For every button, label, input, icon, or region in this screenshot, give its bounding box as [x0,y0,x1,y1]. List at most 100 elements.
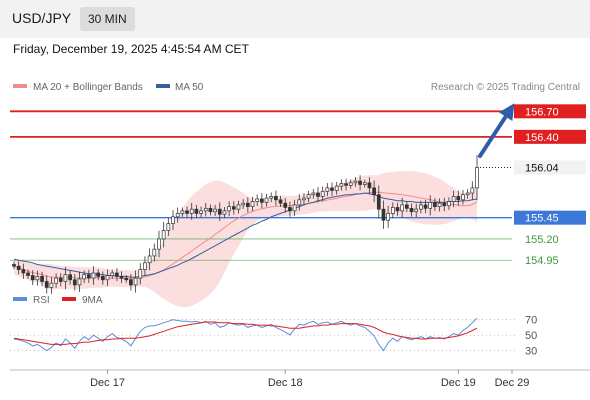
candle-body [367,182,372,189]
candle-body [110,272,115,276]
candle [30,270,35,286]
candle [325,183,330,197]
candle-body [77,278,82,286]
candle [409,203,414,217]
candle [26,269,30,279]
candle-body [400,204,405,212]
candle [189,202,194,220]
timestamp: Friday, December 19, 2025 4:45:54 AM CET [13,42,249,56]
candle [372,180,376,203]
candle-body [311,192,316,196]
candle [58,273,63,287]
candle [414,203,419,218]
level-label-154.95: 154.95 [525,255,559,267]
candle-body [82,274,87,280]
candle [180,207,185,217]
candle-body [316,192,320,197]
level-value-text: 156.04 [525,162,559,174]
candle-body [278,199,283,204]
candle [222,207,227,219]
candle-body [461,194,465,201]
candle-body [44,281,49,288]
candle-body [54,277,58,284]
candle [91,266,96,285]
projection-arrow [478,103,515,158]
candle-body [147,255,152,264]
candle-body [395,207,400,212]
candle-body [297,199,302,206]
candle [143,256,147,277]
candle-body [199,210,203,214]
candle-body [16,265,21,270]
timeframe-badge[interactable]: 30 MIN [80,7,135,31]
ma50-legend-swatch [156,84,170,88]
candle-body [26,272,30,276]
candle-body [390,207,395,214]
candle-body [124,277,129,281]
candle-body [456,196,461,201]
candle [12,261,16,270]
candle-body [344,183,348,186]
candle [390,202,395,219]
candle-body [180,210,185,214]
candle [35,270,40,286]
time-tick-label: Dec 29 [495,377,530,389]
candle-body [339,183,344,187]
candle [241,199,246,209]
candle [367,177,372,194]
candle-body [203,207,208,212]
candle-body [189,208,194,214]
candle [306,190,311,202]
candle [185,206,189,218]
candle [175,207,180,223]
candle-body [447,201,451,207]
candle [72,274,77,291]
candle [461,190,465,205]
rsi-legend-swatch [13,297,27,301]
candle-body [260,198,264,203]
level-value-text: 156.40 [525,132,559,144]
candle-body [348,182,353,186]
candle [68,270,72,285]
candle-body [30,275,35,281]
candle-body [86,274,91,279]
candle [362,179,367,188]
candle [419,200,423,214]
candle-body [231,206,236,210]
candle-body [423,204,428,209]
candle-body [437,202,442,207]
candle [353,177,358,187]
candle-body [264,197,269,203]
candle [292,199,297,216]
ma20-legend-swatch [13,84,27,88]
candle [311,189,316,199]
ma20-legend-label: MA 20 + Bollinger Bands [33,82,143,93]
candle-body [372,187,376,196]
candle-body [152,248,157,257]
candle-body [40,276,44,282]
candle [147,248,152,271]
candle [44,275,49,294]
candle [16,261,21,275]
candle [101,271,105,285]
time-tick-label: Dec 19 [441,377,476,389]
candle [96,269,101,281]
candle [110,269,115,279]
candle [339,179,344,191]
level-value-text: 154.95 [525,255,559,267]
candle-body [119,276,124,279]
level-label-156.70: 156.70 [514,104,586,119]
candle-body [208,207,213,213]
candle-body [49,282,54,288]
candle-body [236,204,241,210]
symbol-title: USD/JPY [12,10,72,26]
candle [213,204,217,217]
candle-body [409,207,414,213]
candle [245,197,250,213]
candle-body [288,207,292,212]
candle-body [194,208,199,214]
candle-body [353,180,358,184]
candle-body [414,208,419,213]
candle-body [451,196,456,202]
